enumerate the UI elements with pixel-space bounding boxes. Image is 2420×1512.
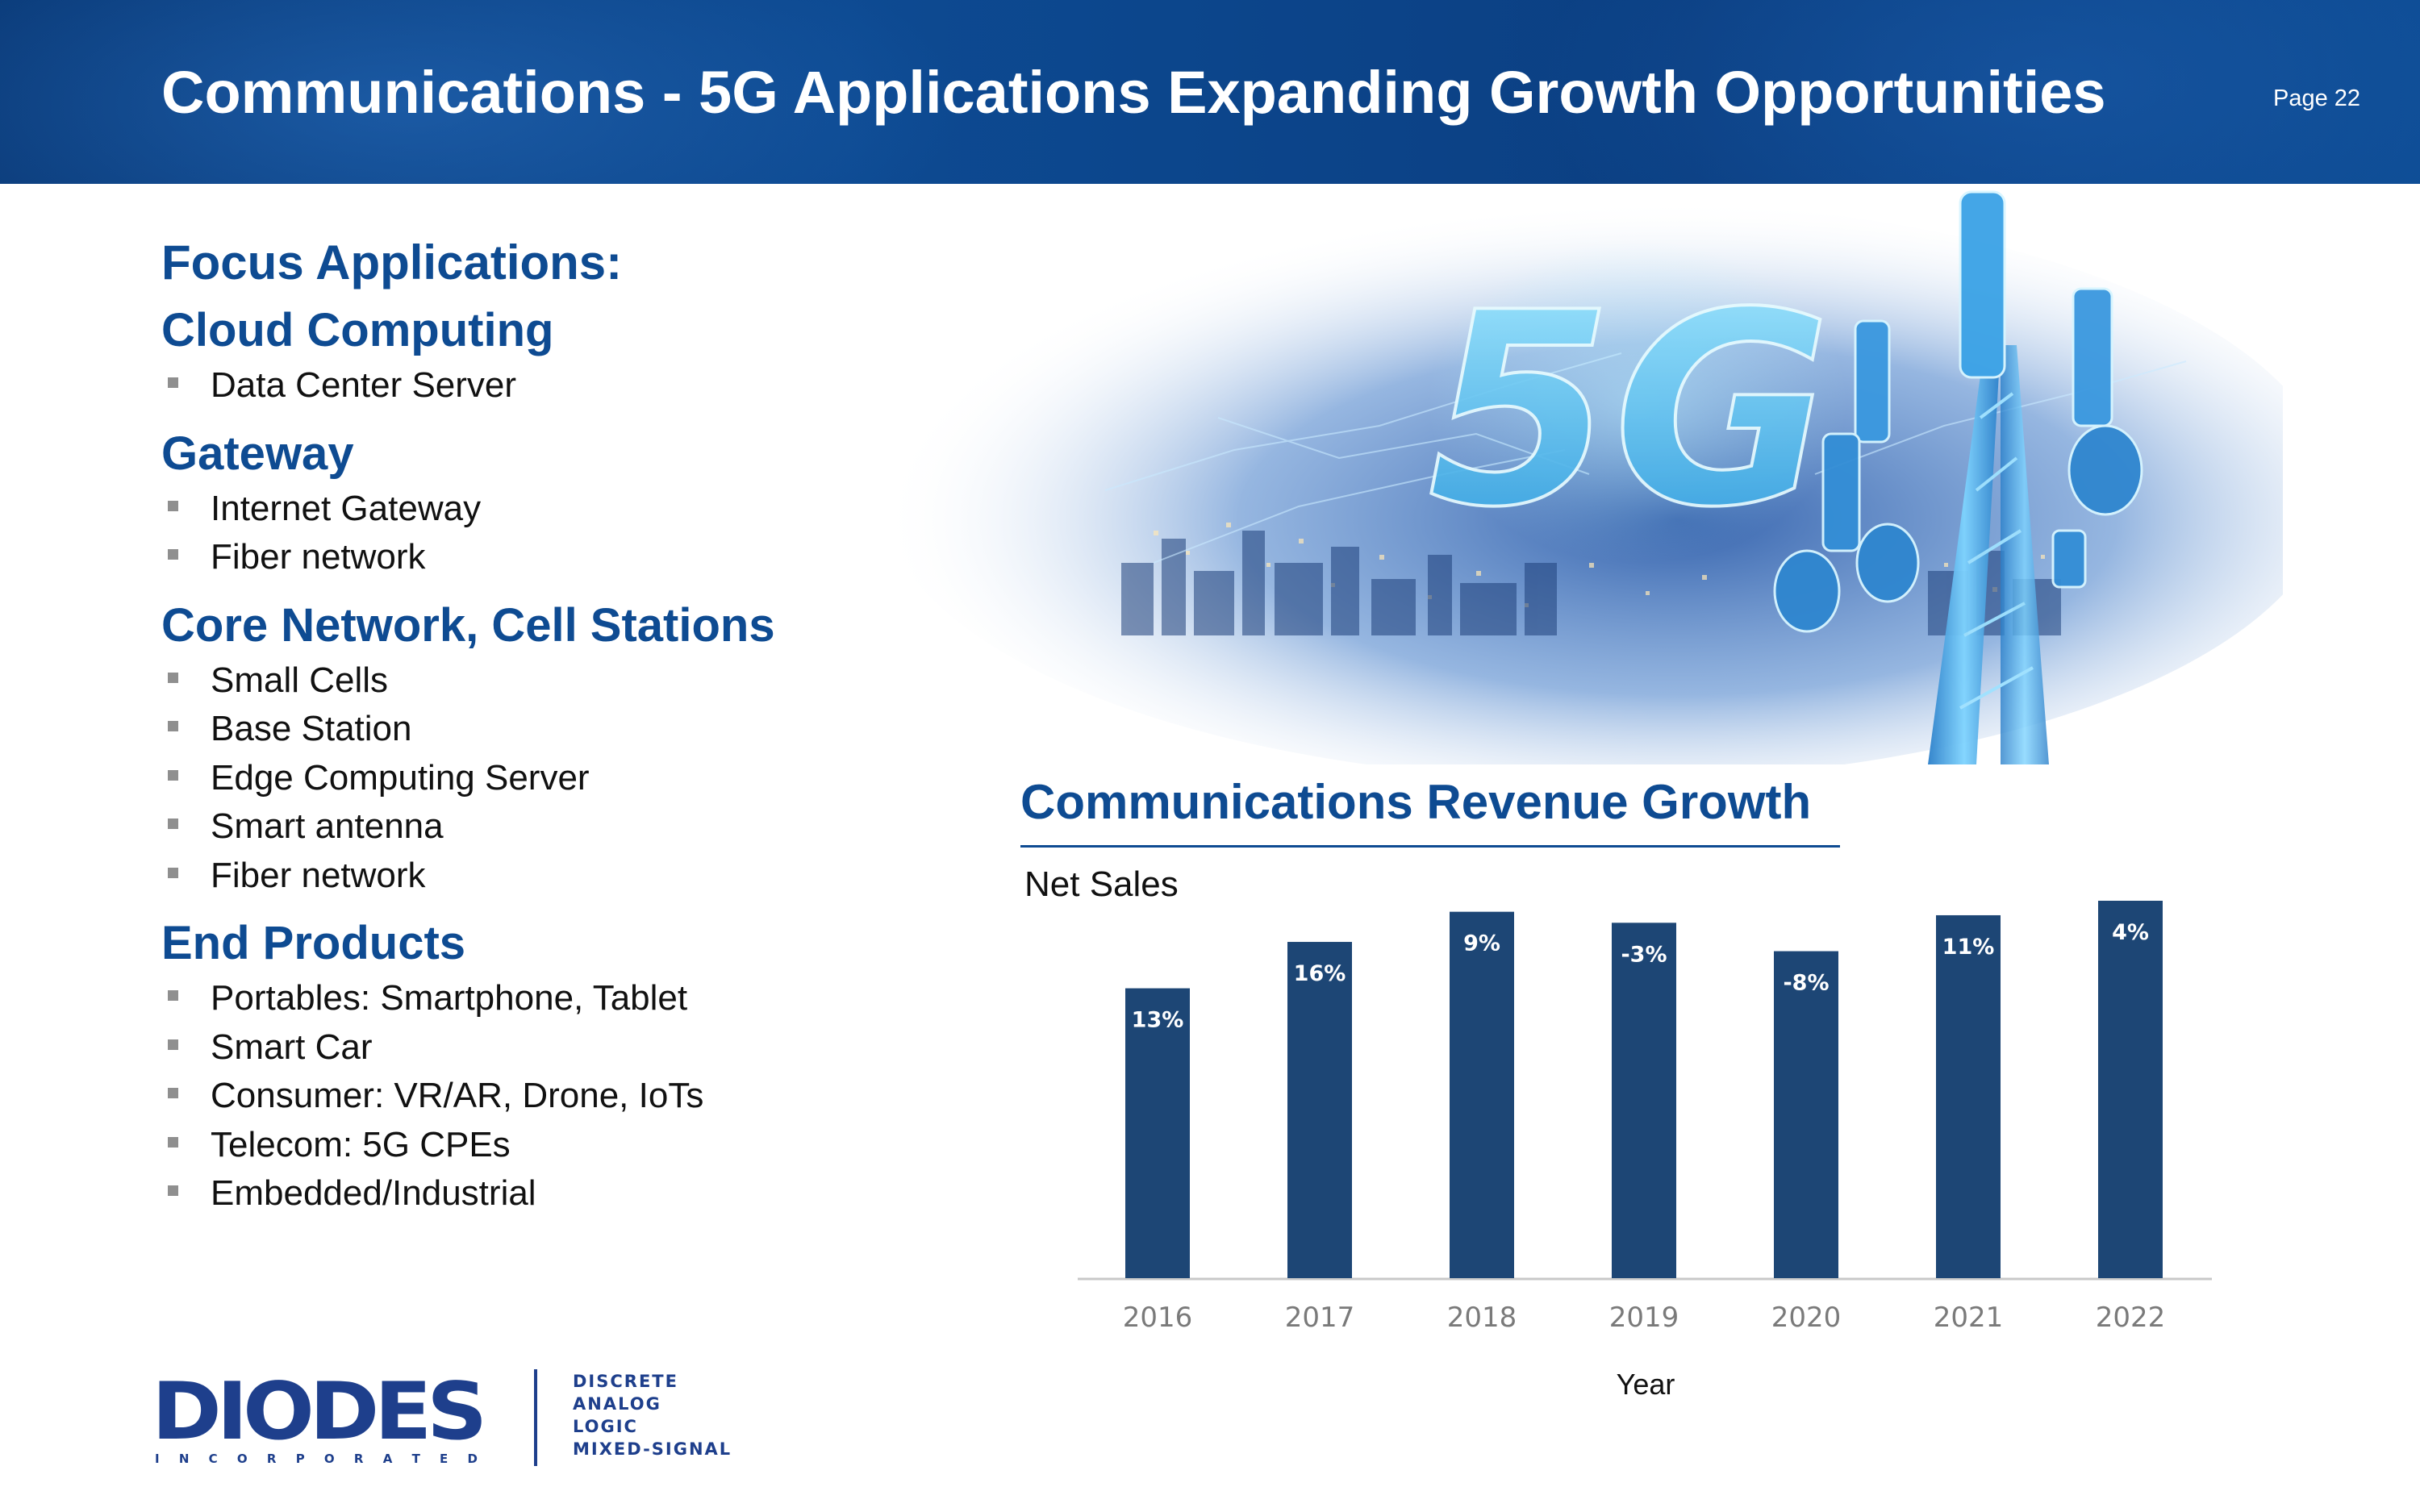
bullet-text: Smart Car <box>211 1027 373 1067</box>
logo-tagline-line: LOGIC <box>573 1417 638 1436</box>
section-heading: Cloud Computing <box>161 304 554 356</box>
bar-2019 <box>1612 923 1676 1278</box>
square-bullet-icon <box>168 1136 178 1148</box>
bullet-list: Data Center Server <box>161 361 968 410</box>
page-number: Page 22 <box>2273 85 2361 111</box>
data-label-2021: 11% <box>1942 935 1995 960</box>
section-heading: Core Network, Cell Stations <box>161 598 775 652</box>
header-glow <box>0 0 968 184</box>
x-tick-label-2022: 2022 <box>2096 1302 2166 1334</box>
logo-tagline: DISCRETE ANALOG LOGIC MIXED-SIGNAL <box>573 1372 732 1459</box>
square-bullet-icon <box>168 377 178 388</box>
bullet-item: Consumer: VR/AR, Drone, IoTs <box>161 1072 968 1121</box>
bar-2016 <box>1125 988 1190 1278</box>
bullet-item: Smart antenna <box>161 802 968 852</box>
header-glow-right <box>1533 0 2420 184</box>
bar-2018 <box>1450 911 1514 1278</box>
bullet-item: Portables: Smartphone, Tablet <box>161 974 968 1023</box>
logo-wordmark: DIODES <box>152 1366 482 1458</box>
x-tick-label-2016: 2016 <box>1123 1302 1193 1334</box>
header-banner: Communications - 5G Applications Expandi… <box>0 0 2420 184</box>
square-bullet-icon <box>168 818 178 829</box>
bullet-text: Embedded/Industrial <box>211 1173 536 1213</box>
bullet-item: Base Station <box>161 705 968 754</box>
bullet-list: Internet Gateway Fiber network <box>161 485 968 582</box>
section-heading: End Products <box>161 917 466 969</box>
5g-hero-text: 5G <box>1428 256 1831 565</box>
logo-tagline-line: DISCRETE <box>573 1372 678 1391</box>
bar-2022 <box>2098 901 2163 1278</box>
bullet-item: Telecom: 5G CPEs <box>161 1121 968 1170</box>
focus-sections: Cloud Computing Data Center Server Gateway… <box>161 300 968 1218</box>
focus-section: Core Network, Cell Stations Small Cells Ba… <box>161 595 968 901</box>
bullet-text: Base Station <box>211 709 412 748</box>
bar-2020 <box>1774 951 1838 1278</box>
bullet-item: Internet Gateway <box>161 485 968 534</box>
focus-section: Gateway Internet Gateway Fiber network <box>161 423 968 582</box>
bullet-text: Fiber network <box>211 855 426 895</box>
square-bullet-icon <box>168 1185 178 1196</box>
data-label-2020: -8% <box>1783 971 1829 996</box>
bullet-item: Embedded/Industrial <box>161 1169 968 1218</box>
logo-tagline-line: MIXED-SIGNAL <box>573 1439 732 1459</box>
x-axis-label: Year <box>1616 1368 1675 1401</box>
bullet-text: Small Cells <box>211 660 389 700</box>
bullet-text: Portables: Smartphone, Tablet <box>211 978 688 1018</box>
bar-2021 <box>1936 914 2001 1278</box>
cell-tower <box>1773 190 2143 764</box>
section-heading: Gateway <box>161 427 354 480</box>
bullet-item: Edge Computing Server <box>161 754 968 803</box>
chart-title: Communications Revenue Growth <box>1020 775 1812 829</box>
x-tick-label-2021: 2021 <box>1934 1302 2004 1334</box>
bullet-text: Telecom: 5G CPEs <box>211 1124 511 1164</box>
bullet-text: Internet Gateway <box>211 488 482 528</box>
bullet-text: Fiber network <box>211 537 426 577</box>
bullet-item: Small Cells <box>161 656 968 706</box>
focus-applications-panel: Focus Applications: Cloud Computing Data … <box>161 231 968 1231</box>
x-tick-label-2020: 2020 <box>1771 1302 1842 1334</box>
data-label-2019: -3% <box>1621 942 1667 967</box>
square-bullet-icon <box>168 549 178 560</box>
data-label-2016: 13% <box>1132 1008 1184 1033</box>
revenue-bar-chart: 13% 2016 16% 2017 9% 2018 -3% 2019 -8% 2020 11% 202… <box>1078 901 2212 1334</box>
bullet-list: Portables: Smartphone, Tablet Smart Car Co… <box>161 974 968 1218</box>
square-bullet-icon <box>168 1039 178 1050</box>
bar-2017 <box>1287 942 1352 1278</box>
slide-title: Communications - 5G Applications Expandi… <box>161 59 2106 126</box>
bullet-item: Data Center Server <box>161 361 968 410</box>
data-label-2017: 16% <box>1294 961 1346 986</box>
bullet-list: Small Cells Base Station Edge Computing Se… <box>161 656 968 901</box>
bullet-text: Edge Computing Server <box>211 757 590 798</box>
bullet-item: Fiber network <box>161 533 968 582</box>
x-tick-label-2018: 2018 <box>1447 1302 1517 1334</box>
square-bullet-icon <box>168 1088 178 1098</box>
x-tick-label-2017: 2017 <box>1285 1302 1355 1334</box>
data-label-2018: 9% <box>1463 931 1500 956</box>
bullet-text: Data Center Server <box>211 365 517 405</box>
square-bullet-icon <box>168 672 178 683</box>
logo-tagline-line: ANALOG <box>573 1394 661 1414</box>
focus-section: Cloud Computing Data Center Server <box>161 300 968 410</box>
focus-applications-heading: Focus Applications: <box>161 235 623 289</box>
bullet-item: Fiber network <box>161 852 968 901</box>
focus-section: End Products Portables: Smartphone, Table… <box>161 913 968 1218</box>
bullet-item: Smart Car <box>161 1023 968 1073</box>
square-bullet-icon <box>168 867 178 878</box>
square-bullet-icon <box>168 990 178 1001</box>
chart-title-underline <box>1020 845 1840 848</box>
square-bullet-icon <box>168 500 178 511</box>
square-bullet-icon <box>168 769 178 781</box>
data-label-2022: 4% <box>2112 920 2149 945</box>
diodes-logo: DIODES I N C O R P O R A T E D DISCRETEA… <box>152 1366 732 1466</box>
square-bullet-icon <box>168 721 178 731</box>
bullet-text: Smart antenna <box>211 806 444 846</box>
5g-tower-city-image: 5G <box>879 190 2283 764</box>
x-tick-label-2019: 2019 <box>1609 1302 1679 1334</box>
chart-subtitle: Net Sales <box>1024 864 1179 904</box>
bullet-text: Consumer: VR/AR, Drone, IoTs <box>211 1076 704 1115</box>
